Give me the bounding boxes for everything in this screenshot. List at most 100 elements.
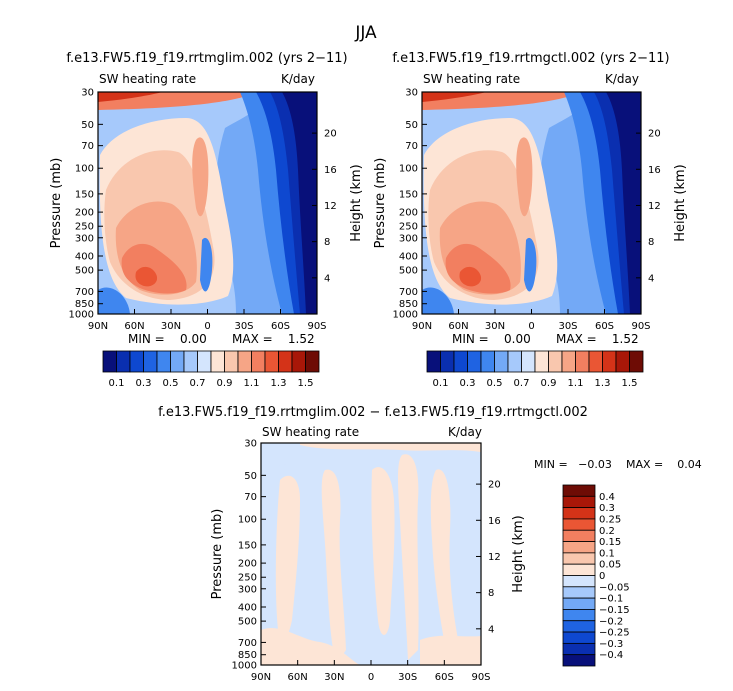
colorbar-box — [588, 350, 603, 373]
min-label: MIN = 0.00 — [128, 332, 207, 346]
height-tick-label: 16 — [648, 165, 661, 176]
season-title: JJA — [354, 23, 377, 43]
colorbar-label: 0.9 — [541, 378, 557, 389]
pressure-tick-label: 150 — [399, 189, 418, 200]
colorbar-box — [278, 350, 293, 373]
min-label: MIN = −0.03 — [534, 458, 612, 471]
colorbar-box — [562, 586, 596, 599]
colorbar-label: 0.3 — [136, 378, 152, 389]
colorbar-label: 0.9 — [217, 378, 233, 389]
variable-label: SW heating rate — [99, 72, 196, 86]
colorbar-label: 0.5 — [163, 378, 179, 389]
colorbar-box — [562, 575, 596, 588]
colorbar-box — [129, 350, 144, 373]
latitude-tick-label: 30S — [398, 672, 417, 683]
colorbar-label: 0.1 — [599, 548, 615, 559]
latitude-tick-label: 30N — [161, 321, 181, 332]
colorbar-box — [562, 495, 596, 509]
units-label: K/day — [448, 425, 482, 439]
pressure-tick-label: 400 — [399, 251, 418, 262]
colorbar-label: −0.1 — [599, 594, 623, 605]
pressure-tick-label: 100 — [238, 515, 257, 526]
colorbar-label: −0.2 — [599, 616, 623, 627]
latitude-tick-label: 90N — [412, 321, 432, 332]
panel-ctl-lim: f.e13.FW5.f19_f19.rrtmglim.002 (yrs 2−11… — [49, 51, 364, 389]
colorbar-box — [562, 642, 596, 656]
colorbar-label: 0.5 — [487, 378, 503, 389]
colorbar-label: 0.3 — [460, 378, 476, 389]
colorbar-label: 0.05 — [599, 560, 621, 571]
colorbar-box — [480, 350, 495, 373]
panel-ctl: f.e13.FW5.f19_f19.rrtmgctl.002 (yrs 2−11… — [373, 51, 688, 389]
colorbar-box — [440, 350, 455, 373]
pressure-tick-label: 400 — [75, 251, 94, 262]
colorbar-box — [197, 350, 212, 373]
colorbar-label: 0.1 — [433, 378, 449, 389]
contour-field — [98, 92, 317, 314]
pressure-tick-label: 100 — [75, 164, 94, 175]
latitude-tick-label: 60S — [595, 321, 614, 332]
pressure-tick-label: 500 — [399, 266, 418, 277]
colorbar-label: 0.3 — [599, 503, 615, 514]
colorbar-box — [534, 350, 549, 373]
colorbar-label: 1.5 — [298, 378, 314, 389]
colorbar-box — [116, 350, 131, 373]
height-tick-label: 12 — [648, 201, 661, 212]
latitude-tick-label: 90N — [251, 672, 271, 683]
pressure-tick-label: 500 — [75, 266, 94, 277]
y-axis-title: Pressure (mb) — [49, 158, 64, 249]
pressure-tick-label: 30 — [405, 88, 418, 99]
colorbar-box — [562, 507, 596, 520]
height-tick-label: 20 — [488, 480, 501, 491]
pressure-tick-label: 70 — [81, 141, 94, 152]
pressure-tick-label: 50 — [244, 471, 257, 482]
latitude-tick-label: 0 — [368, 672, 374, 683]
pressure-tick-label: 200 — [399, 208, 418, 219]
pressure-tick-label: 250 — [399, 222, 418, 233]
colorbar-box — [453, 350, 468, 373]
colorbar-box — [521, 350, 536, 373]
colorbar-label: −0.05 — [599, 582, 630, 593]
colorbar-box — [426, 350, 441, 373]
colorbar-label: 1.3 — [595, 378, 611, 389]
colorbar-box — [291, 350, 306, 373]
colorbar-box — [562, 518, 596, 531]
latitude-tick-label: 90S — [471, 672, 490, 683]
difference-title: f.e13.FW5.f19_f19.rrtmglim.002 − f.e13.F… — [158, 405, 588, 420]
colorbar-box — [102, 350, 117, 373]
colorbar-box — [562, 552, 596, 565]
latitude-tick-label: 30S — [234, 321, 253, 332]
units-label: K/day — [605, 72, 639, 86]
pressure-tick-label: 50 — [405, 120, 418, 131]
colorbar-box — [305, 350, 320, 373]
colorbar-label: 0.15 — [599, 537, 621, 548]
pressure-tick-label: 500 — [238, 617, 257, 628]
colorbar-label: 1.1 — [244, 378, 260, 389]
pressure-tick-label: 150 — [75, 189, 94, 200]
colorbar-label: 0.1 — [109, 378, 125, 389]
height-tick-label: 4 — [648, 273, 654, 284]
pressure-tick-label: 700 — [75, 287, 94, 298]
panel-title: f.e13.FW5.f19_f19.rrtmgctl.002 (yrs 2−11… — [392, 51, 669, 66]
height-tick-label: 8 — [648, 237, 654, 248]
colorbar-label: 1.1 — [568, 378, 584, 389]
colorbar-box — [494, 350, 509, 373]
colorbar-box — [562, 563, 596, 576]
colorbar-label: 0.25 — [599, 514, 621, 525]
colorbar: 0.1 0.3 0.5 0.7 0.9 1.1 1.3 1.5 — [426, 350, 644, 389]
pressure-tick-label: 1000 — [232, 661, 257, 672]
panel-title: f.e13.FW5.f19_f19.rrtmglim.002 (yrs 2−11… — [66, 51, 347, 66]
colorbar-label: 0.7 — [190, 378, 206, 389]
latitude-tick-label: 0 — [528, 321, 534, 332]
height-tick-label: 8 — [488, 588, 494, 599]
latitude-tick-label: 30N — [485, 321, 505, 332]
units-label: K/day — [281, 72, 315, 86]
latitude-tick-label: 60N — [448, 321, 468, 332]
height-tick-label: 12 — [324, 201, 337, 212]
min-label: MIN = 0.00 — [452, 332, 531, 346]
colorbar-box — [467, 350, 482, 373]
colorbar-box — [575, 350, 590, 373]
height-tick-label: 4 — [324, 273, 330, 284]
y-axis-title: Pressure (mb) — [373, 158, 388, 249]
